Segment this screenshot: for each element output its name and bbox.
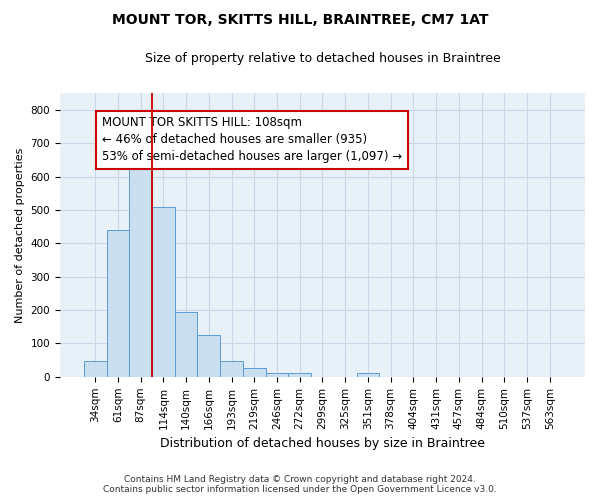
- X-axis label: Distribution of detached houses by size in Braintree: Distribution of detached houses by size …: [160, 437, 485, 450]
- Bar: [243, 368, 266, 377]
- Title: Size of property relative to detached houses in Braintree: Size of property relative to detached ho…: [145, 52, 500, 66]
- Bar: [197, 335, 220, 377]
- Bar: [84, 361, 107, 377]
- Y-axis label: Number of detached properties: Number of detached properties: [15, 147, 25, 322]
- Bar: [107, 230, 129, 377]
- Bar: [356, 374, 379, 377]
- Text: MOUNT TOR, SKITTS HILL, BRAINTREE, CM7 1AT: MOUNT TOR, SKITTS HILL, BRAINTREE, CM7 1…: [112, 12, 488, 26]
- Bar: [152, 206, 175, 377]
- Text: MOUNT TOR SKITTS HILL: 108sqm
← 46% of detached houses are smaller (935)
53% of : MOUNT TOR SKITTS HILL: 108sqm ← 46% of d…: [102, 116, 402, 164]
- Bar: [266, 374, 289, 377]
- Bar: [289, 374, 311, 377]
- Bar: [129, 156, 152, 377]
- Text: Contains HM Land Registry data © Crown copyright and database right 2024.
Contai: Contains HM Land Registry data © Crown c…: [103, 474, 497, 494]
- Bar: [175, 312, 197, 377]
- Bar: [220, 361, 243, 377]
